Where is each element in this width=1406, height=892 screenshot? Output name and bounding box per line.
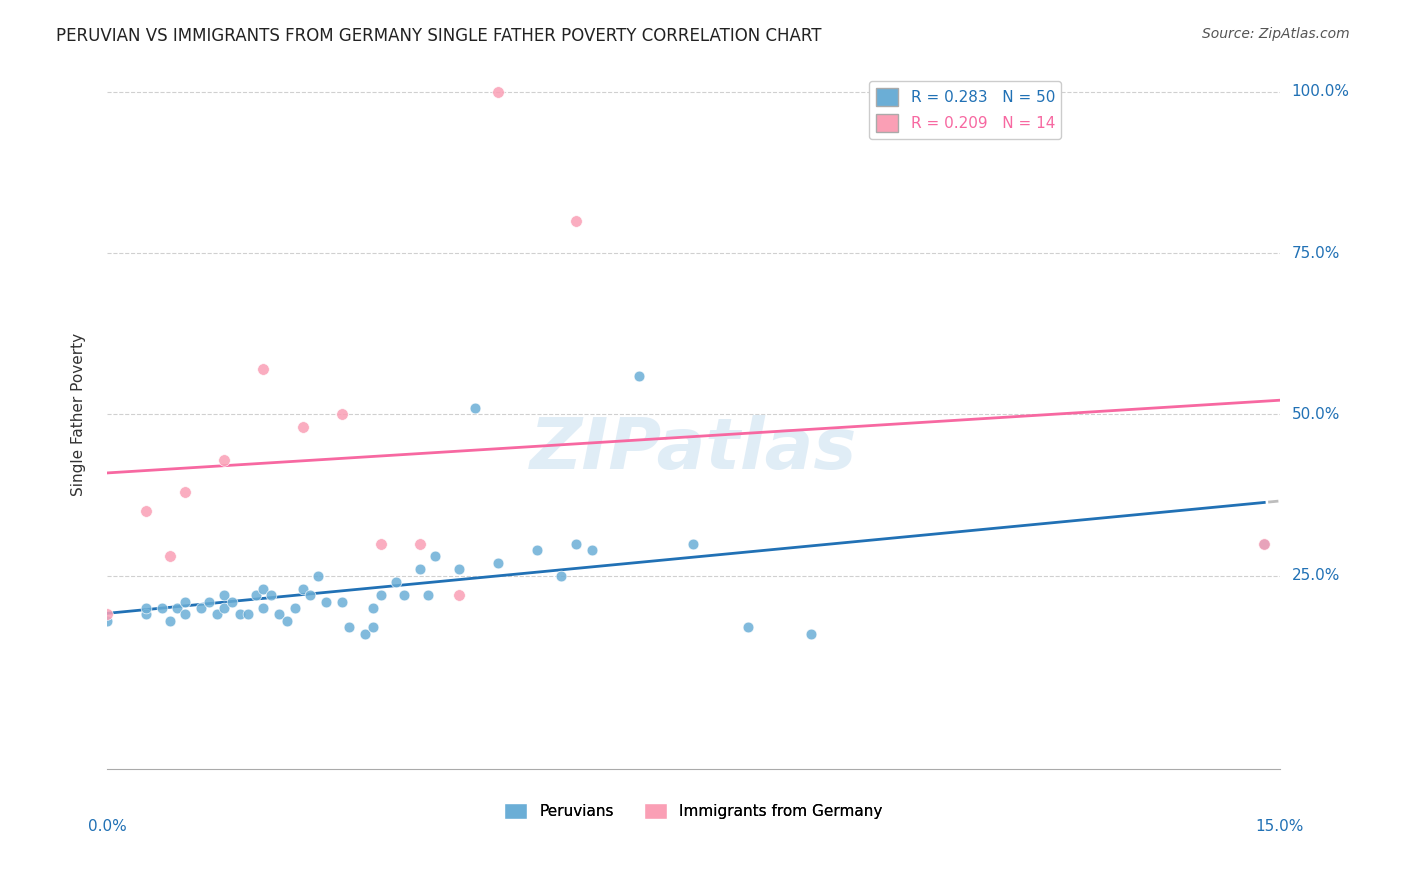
Point xyxy=(205,607,228,622)
Point xyxy=(737,620,759,634)
Point xyxy=(174,607,197,622)
Point xyxy=(581,543,603,558)
Point xyxy=(361,601,384,615)
Point xyxy=(682,536,704,550)
Point xyxy=(330,594,353,608)
Point xyxy=(565,536,588,550)
Point xyxy=(221,594,243,608)
Text: 15.0%: 15.0% xyxy=(1256,819,1305,834)
Point xyxy=(307,568,329,582)
Point xyxy=(159,549,181,564)
Point xyxy=(486,85,509,99)
Point xyxy=(159,614,181,628)
Point xyxy=(392,588,415,602)
Point xyxy=(229,607,252,622)
Point xyxy=(370,588,392,602)
Point xyxy=(627,368,650,383)
Point xyxy=(269,607,291,622)
Point xyxy=(252,601,274,615)
Point xyxy=(409,536,432,550)
Point xyxy=(291,420,314,434)
Point xyxy=(526,543,548,558)
Point xyxy=(339,620,361,634)
Point xyxy=(96,614,118,628)
Point xyxy=(284,601,307,615)
Text: 0.0%: 0.0% xyxy=(87,819,127,834)
Point xyxy=(135,601,157,615)
Point xyxy=(565,214,588,228)
Point xyxy=(486,556,509,570)
Point xyxy=(416,588,439,602)
Text: 75.0%: 75.0% xyxy=(1292,245,1340,260)
Point xyxy=(135,607,157,622)
Point xyxy=(1253,536,1275,550)
Point xyxy=(150,601,173,615)
Text: Source: ZipAtlas.com: Source: ZipAtlas.com xyxy=(1202,27,1350,41)
Point xyxy=(315,594,337,608)
Point xyxy=(361,620,384,634)
Point xyxy=(245,588,267,602)
Point xyxy=(800,627,823,641)
Point xyxy=(464,401,486,415)
Point xyxy=(1253,536,1275,550)
Point xyxy=(354,627,377,641)
Y-axis label: Single Father Poverty: Single Father Poverty xyxy=(72,333,86,496)
Point xyxy=(447,588,470,602)
Point xyxy=(409,562,432,576)
Text: PERUVIAN VS IMMIGRANTS FROM GERMANY SINGLE FATHER POVERTY CORRELATION CHART: PERUVIAN VS IMMIGRANTS FROM GERMANY SING… xyxy=(56,27,821,45)
Point xyxy=(299,588,322,602)
Point xyxy=(260,588,283,602)
Point xyxy=(174,484,197,499)
Point xyxy=(385,575,408,590)
Text: 50.0%: 50.0% xyxy=(1292,407,1340,422)
Point xyxy=(236,607,259,622)
Point xyxy=(252,582,274,596)
Point xyxy=(96,607,118,622)
Point xyxy=(276,614,298,628)
Point xyxy=(135,504,157,518)
Point xyxy=(197,594,219,608)
Text: 100.0%: 100.0% xyxy=(1292,85,1350,99)
Point xyxy=(214,588,236,602)
Point xyxy=(214,601,236,615)
Point xyxy=(291,582,314,596)
Point xyxy=(252,362,274,376)
Point xyxy=(174,594,197,608)
Point xyxy=(166,601,188,615)
Point xyxy=(330,408,353,422)
Point xyxy=(370,536,392,550)
Text: 25.0%: 25.0% xyxy=(1292,568,1340,583)
Point xyxy=(550,568,572,582)
Point xyxy=(214,452,236,467)
Point xyxy=(447,562,470,576)
Point xyxy=(425,549,447,564)
Text: ZIPatlas: ZIPatlas xyxy=(530,416,858,484)
Legend: Peruvians, Immigrants from Germany: Peruvians, Immigrants from Germany xyxy=(498,797,889,826)
Point xyxy=(190,601,212,615)
